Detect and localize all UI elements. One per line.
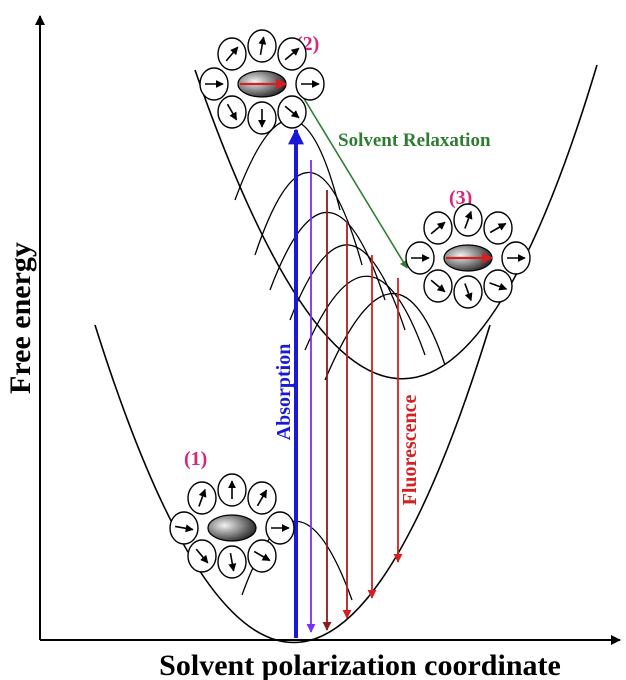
- solvent-dipole-arrow: [225, 46, 239, 62]
- cluster-3: [405, 203, 531, 309]
- fluorescence-label: Fluorescence: [399, 395, 421, 506]
- y-axis-label: Free energy: [4, 242, 37, 394]
- solvent-relaxation-arrow: [299, 91, 408, 269]
- axes: [35, 15, 621, 645]
- solvent-dipole-arrow: [430, 221, 446, 235]
- excited-state-parabola: [194, 64, 598, 380]
- excited-packet-3: [269, 211, 386, 301]
- cluster-2: [199, 29, 325, 135]
- solvent-dipole-arrow: [430, 279, 446, 293]
- ground-state-parabola: [94, 324, 491, 644]
- solvation-clusters: [169, 29, 531, 579]
- solvent-dipole-arrow: [198, 488, 207, 507]
- solvent-dipole-arrow: [174, 524, 194, 533]
- emission-arrows: [306, 160, 403, 633]
- solvent-dipole-arrow: [256, 489, 268, 507]
- solvent-dipole-arrow: [489, 282, 508, 291]
- solvent-dipole-arrow: [195, 548, 209, 564]
- solvent-relaxation-label: Solvent Relaxation: [338, 130, 491, 151]
- absorption-label: Absorption: [273, 344, 295, 441]
- solvent-dipole-arrow: [226, 103, 238, 121]
- solvent-dipole-arrow: [489, 222, 507, 234]
- solvent-dipole-arrow: [258, 36, 267, 56]
- solute-molecule: [207, 514, 257, 542]
- solvent-dipole-arrow: [228, 552, 237, 572]
- solvent-dipole-arrow: [284, 105, 300, 119]
- excited-packet-6: [324, 292, 446, 381]
- solvent-dipole-arrow: [464, 283, 473, 302]
- solvent-dipole-arrow: [284, 47, 300, 61]
- excited-packet-5: [304, 275, 426, 356]
- excited-packet-1: [234, 119, 341, 211]
- solvent-dipole-arrow: [253, 550, 271, 562]
- stage-1-label: (1): [184, 448, 207, 470]
- solvent-dipole-arrow: [464, 210, 473, 229]
- x-axis-label: Solvent polarization coordinate: [159, 649, 561, 680]
- cluster-1: [169, 473, 295, 579]
